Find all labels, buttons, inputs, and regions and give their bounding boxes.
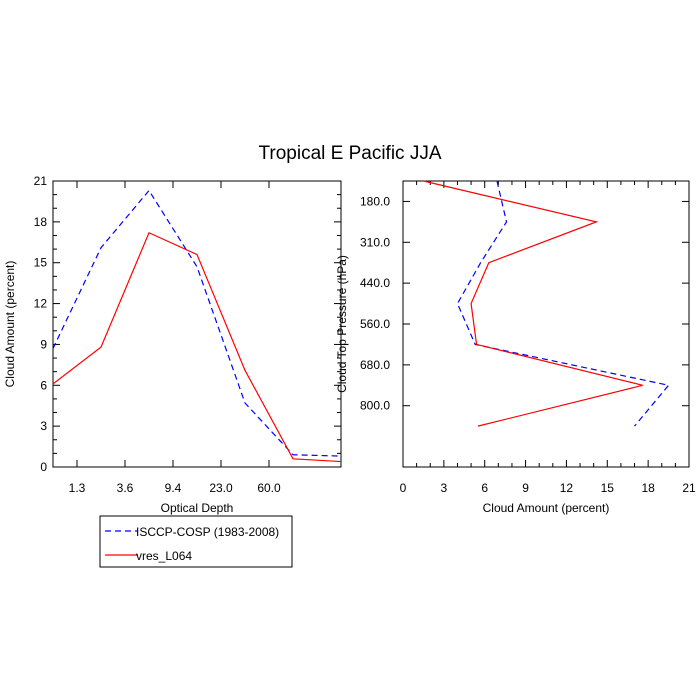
- x-axis-label: Optical Depth: [161, 501, 234, 515]
- y-axis-label: Cloud Amount (percent): [3, 261, 17, 388]
- plot-frame: [52, 180, 342, 468]
- y-axis-label: Cloud Top Pressure (hPa): [335, 255, 349, 393]
- y-tick-label: 15: [34, 256, 48, 270]
- y-tick-label: 9: [40, 337, 47, 351]
- x-axis-label: Cloud Amount (percent): [483, 501, 610, 515]
- y-tick-label: 180.0: [360, 194, 390, 208]
- x-tick-label: 60.0: [257, 481, 281, 495]
- series-line-isccp-cosp-1983-2008: [52, 189, 342, 457]
- figure-title: Tropical E Pacific JJA: [258, 143, 441, 164]
- y-tick-label: 3: [40, 419, 47, 433]
- y-tick-label: 800.0: [360, 399, 390, 413]
- x-tick-label: 18: [641, 481, 655, 495]
- y-tick-label: 680.0: [360, 358, 390, 372]
- x-tick-label: 23.0: [209, 481, 233, 495]
- y-tick-label: 0: [40, 460, 47, 474]
- x-tick-label: 21: [682, 481, 696, 495]
- legend-box: [99, 515, 293, 568]
- y-tick-label: 6: [40, 378, 47, 392]
- y-tick-label: 440.0: [360, 276, 390, 290]
- x-tick-label: 15: [601, 481, 615, 495]
- x-tick-label: 1.3: [69, 481, 86, 495]
- series-line-isccp-cosp-1983-2008: [456, 180, 670, 427]
- y-tick-label: 18: [34, 215, 48, 229]
- x-tick-label: 6: [481, 481, 488, 495]
- x-tick-label: 3.6: [117, 481, 134, 495]
- x-tick-label: 3: [441, 481, 448, 495]
- y-tick-label: 12: [34, 297, 48, 311]
- x-tick-label: 12: [560, 481, 574, 495]
- optical-depth-panel: 0 3 6 9 12 15 18 21 1.3 3.6 9.4 23.0 60.0 Optical Dep…: [3, 174, 342, 515]
- x-tick-label: 0: [400, 481, 407, 495]
- y-tick-label: 560.0: [360, 317, 390, 331]
- y-tick-label: 310.0: [360, 235, 390, 249]
- legend: ISCCP-COSP (1983-2008) vres_L064: [99, 515, 293, 568]
- y-tick-label: 21: [34, 174, 48, 188]
- pressure-panel: 0 3 6 9 12 15 18 21 180.0 310.0 440.0 560.0 680.0 800…: [335, 180, 696, 515]
- x-tick-label: 9: [522, 481, 529, 495]
- plot-frame: [402, 180, 690, 468]
- legend-label-isccp: ISCCP-COSP (1983-2008): [136, 525, 279, 539]
- legend-label-vres: vres_L064: [136, 549, 192, 563]
- series-line-vres-l064: [423, 180, 643, 427]
- x-tick-label: 9.4: [165, 481, 182, 495]
- series-line-vres-l064: [52, 231, 342, 463]
